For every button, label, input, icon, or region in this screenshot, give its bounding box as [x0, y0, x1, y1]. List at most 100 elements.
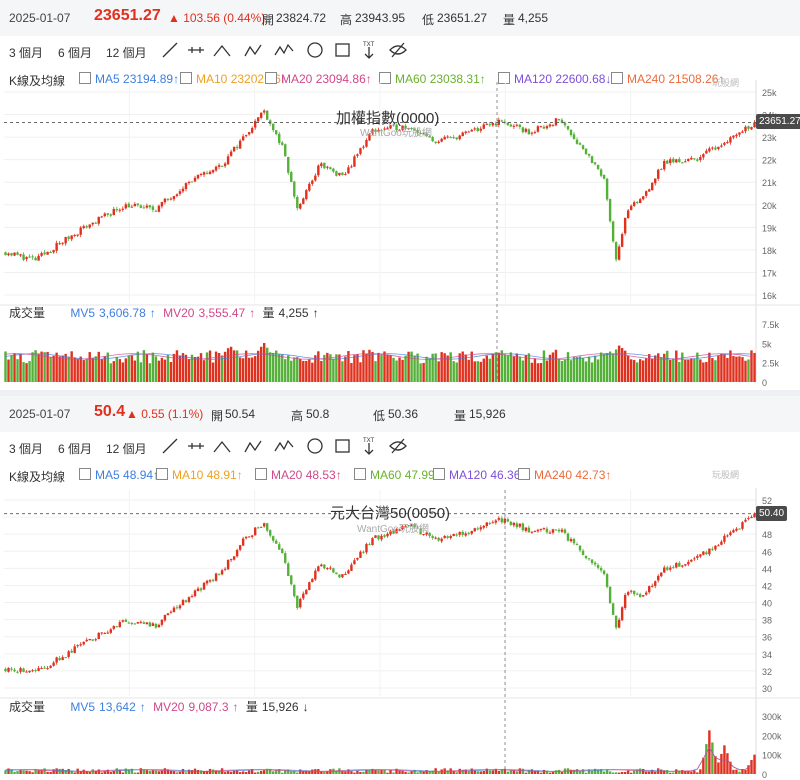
circle-tool-icon[interactable] — [305, 41, 325, 59]
volume-bar — [545, 360, 549, 382]
candle-body — [645, 191, 648, 196]
abc-pattern-tool-icon[interactable] — [243, 437, 263, 455]
volume-bar — [717, 355, 720, 382]
triangle-tool-icon[interactable] — [212, 41, 232, 59]
hide-drawings-icon[interactable] — [388, 41, 408, 59]
volume-bar — [732, 769, 735, 774]
line-tool-icon[interactable] — [160, 437, 180, 455]
ma-checkbox[interactable] — [379, 72, 391, 84]
ma-checkbox[interactable] — [498, 72, 510, 84]
candle-body — [641, 595, 645, 597]
candle-body — [142, 622, 146, 624]
text-tool-icon[interactable]: TXT — [359, 437, 379, 455]
ma-legend-item-ma60[interactable]: MA60 47.99↑ — [354, 468, 441, 482]
volume-bar — [395, 768, 398, 774]
ma-checkbox[interactable] — [611, 72, 623, 84]
ma-legend-item-ma240[interactable]: MA240 21508.26↑ — [611, 72, 724, 86]
volume-bar — [548, 354, 552, 382]
volume-bar — [626, 355, 630, 382]
candle-body — [732, 135, 735, 138]
volume-bar — [214, 351, 218, 382]
volume-bar — [654, 771, 657, 774]
volume-bar — [320, 771, 323, 774]
volume-bar — [311, 362, 314, 382]
range-3m-button[interactable]: 3 個月 — [9, 442, 44, 456]
candle-body — [404, 125, 407, 129]
abcd-pattern-tool-icon[interactable] — [274, 437, 294, 455]
ma-legend-item-ma20[interactable]: MA20 23094.86↑ — [265, 72, 372, 86]
horizontal-line-tool-icon[interactable] — [186, 437, 206, 455]
ma-legend-item-ma5[interactable]: MA5 23194.89↑ — [79, 72, 179, 86]
volume-bar — [729, 761, 732, 774]
volume-bar — [16, 359, 19, 382]
candle-body — [193, 177, 197, 182]
volume-bar — [166, 354, 170, 382]
hide-drawings-icon[interactable] — [388, 437, 408, 455]
range-6m-button[interactable]: 6 個月 — [58, 46, 93, 60]
rectangle-tool-icon[interactable] — [333, 437, 353, 455]
candle-body — [359, 148, 362, 154]
candle-body — [4, 668, 7, 672]
rectangle-tool-icon[interactable] — [333, 41, 353, 59]
candle-body — [581, 145, 585, 150]
horizontal-line-tool-icon[interactable] — [186, 41, 206, 59]
volume-bar — [708, 352, 711, 382]
ma-checkbox[interactable] — [79, 468, 91, 480]
volume-bar — [389, 770, 392, 774]
candle-body — [572, 538, 576, 544]
abcd-pattern-tool-icon[interactable] — [274, 41, 294, 59]
ma-checkbox[interactable] — [265, 72, 277, 84]
quote-close: 50.4 — [94, 403, 126, 420]
volume-bar — [13, 353, 16, 382]
candle-body — [729, 137, 732, 143]
candle-body — [278, 133, 281, 144]
volume-bar — [362, 771, 365, 774]
volume-bar — [118, 769, 122, 774]
ma-checkbox[interactable] — [156, 468, 168, 480]
candle-body — [73, 234, 76, 236]
volume-bar — [530, 769, 534, 774]
range-12m-button[interactable]: 12 個月 — [106, 442, 147, 456]
ma-arrow: ↑ — [280, 72, 287, 86]
ma-legend-item-ma120[interactable]: MA120 22600.68↓ — [498, 72, 611, 86]
abc-pattern-tool-icon[interactable] — [243, 41, 263, 59]
volume-bar — [13, 771, 16, 774]
volume-bar — [533, 358, 537, 382]
ma-checkbox[interactable] — [518, 468, 530, 480]
candle-body — [386, 533, 389, 537]
range-12m-button[interactable]: 12 個月 — [106, 46, 147, 60]
candle-body — [425, 133, 428, 137]
candle-body — [323, 162, 326, 169]
candle-body — [305, 589, 308, 595]
volume-bar — [467, 771, 470, 774]
ma-legend-item-ma60[interactable]: MA60 23038.31↑ — [379, 72, 486, 86]
ma-checkbox[interactable] — [180, 72, 192, 84]
ma-legend-item-ma240[interactable]: MA240 42.73↑ — [518, 468, 611, 482]
ma-checkbox[interactable] — [433, 468, 445, 480]
volume-bar — [37, 770, 40, 774]
range-3m-button[interactable]: 3 個月 — [9, 46, 44, 60]
ma-checkbox[interactable] — [354, 468, 366, 480]
candle-body — [127, 622, 131, 624]
candle-body — [675, 562, 678, 568]
line-tool-icon[interactable] — [160, 41, 180, 59]
triangle-tool-icon[interactable] — [212, 437, 232, 455]
ma-checkbox[interactable] — [255, 468, 267, 480]
ma-checkbox[interactable] — [79, 72, 91, 84]
candle-body — [193, 590, 197, 597]
candle-body — [359, 551, 362, 558]
volume-bar — [404, 771, 407, 774]
ma-legend-item-ma20[interactable]: MA20 48.53↑ — [255, 468, 342, 482]
volume-bar — [410, 351, 413, 382]
circle-tool-icon[interactable] — [305, 437, 325, 455]
ma-legend-item-ma10[interactable]: MA10 48.91↑ — [156, 468, 243, 482]
candle-body — [578, 143, 582, 145]
volume-bar — [335, 770, 338, 774]
range-6m-button[interactable]: 6 個月 — [58, 442, 93, 456]
volume-bar — [620, 348, 624, 382]
text-tool-icon[interactable]: TXT — [359, 41, 379, 59]
volume-ma-line-mv20 — [5, 353, 752, 360]
candle-body — [732, 530, 735, 533]
volume-bar — [151, 352, 155, 382]
candle-body — [7, 253, 10, 256]
